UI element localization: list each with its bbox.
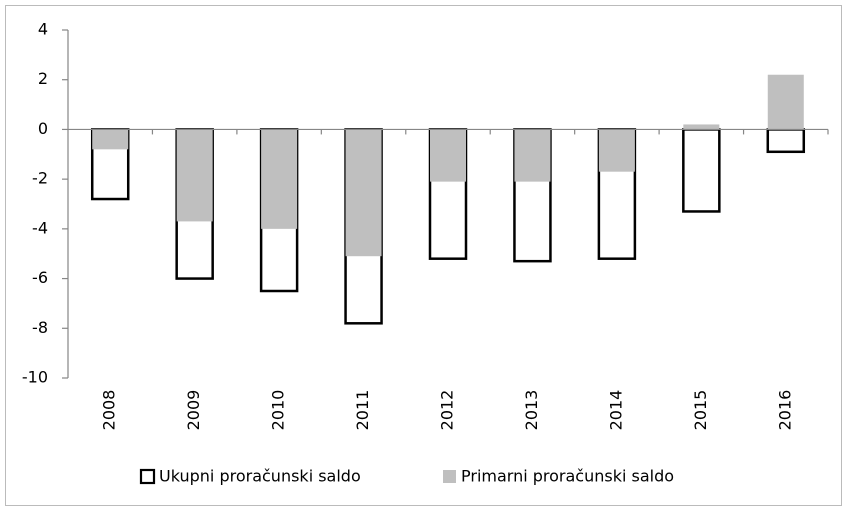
legend-swatch [443, 470, 456, 483]
bar [598, 129, 635, 172]
x-tick-label: 2010 [269, 390, 288, 431]
y-tick-label: 4 [38, 20, 48, 39]
bar [682, 128, 721, 213]
x-tick-label: 2015 [691, 390, 710, 431]
x-tick-label: 2012 [438, 390, 457, 431]
bar [766, 128, 806, 154]
x-tick-label: 2011 [353, 390, 372, 431]
chart-frame [5, 5, 842, 506]
legend-label: Ukupni proračunski saldo [159, 467, 361, 486]
x-tick-label: 2013 [522, 390, 541, 431]
bar [176, 129, 213, 222]
y-tick-label: -2 [32, 169, 48, 188]
x-tick-label: 2014 [606, 390, 625, 431]
bar [92, 129, 129, 150]
legend-swatch [139, 468, 156, 485]
y-tick-label: -8 [32, 318, 48, 337]
bar [430, 129, 466, 182]
bar [767, 74, 804, 130]
y-tick-label: -10 [22, 368, 48, 387]
y-tick-label: 0 [38, 119, 48, 138]
bar [683, 124, 720, 130]
x-tick-label: 2009 [184, 390, 203, 431]
y-tick-label: -6 [32, 268, 48, 287]
y-tick-label: -4 [32, 218, 48, 237]
bar [261, 129, 298, 229]
bar [514, 129, 551, 182]
legend-label: Primarni proračunski saldo [461, 467, 674, 486]
x-tick-label: 2016 [775, 390, 794, 431]
y-tick-label: 2 [38, 69, 48, 88]
bar [345, 129, 382, 257]
x-tick-label: 2008 [100, 390, 119, 431]
